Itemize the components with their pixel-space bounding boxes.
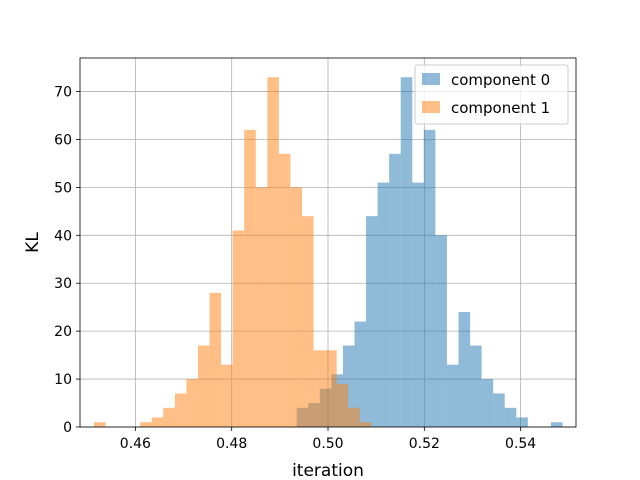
x-tick-label: 0.50 (312, 436, 343, 452)
x-tick-label: 0.46 (120, 436, 151, 452)
y-tick-label: 40 (54, 228, 72, 244)
histogram-bar-component-0 (493, 393, 505, 427)
histogram-bar-component-0 (470, 345, 482, 427)
histogram-bar-component-1 (313, 350, 326, 427)
histogram-bars (93, 77, 563, 428)
legend-box (414, 64, 569, 125)
histogram-bar-component-0 (446, 364, 459, 427)
histogram-bar-component-0 (435, 235, 447, 427)
axis-ticks: 0.46 0.48 0.50 0.52 0.54 0 10 20 30 40 50 60 70 (54, 85, 536, 452)
histogram-bar-component-1 (174, 393, 187, 427)
histogram-bar-component-1 (186, 379, 198, 427)
x-tick-label: 0.54 (505, 436, 536, 452)
histogram-bar-component-1 (151, 417, 164, 427)
y-tick-label: 30 (54, 276, 72, 292)
histogram-bar-component-1 (221, 364, 233, 427)
histogram-bar-component-0 (458, 311, 471, 427)
histogram-bar-component-0 (481, 379, 494, 427)
histogram-bar-component-1 (244, 129, 256, 427)
legend: component 0 component 1 (414, 64, 569, 125)
x-axis-label: iteration (292, 461, 364, 480)
histogram-bar-component-1 (93, 422, 106, 427)
histogram-bar-component-1 (336, 383, 349, 427)
histogram-bar-component-1 (140, 422, 152, 427)
histogram-bar-component-1 (359, 422, 372, 427)
y-tick-label: 70 (54, 85, 72, 101)
y-tick-label: 0 (63, 420, 72, 436)
histogram-bar-component-1 (301, 216, 314, 427)
histogram-bar-component-1 (278, 153, 291, 427)
histogram-bar-component-0 (423, 129, 436, 427)
legend-label-component-0: component 0 (451, 71, 550, 89)
y-tick-label: 10 (54, 372, 72, 388)
histogram-bar-component-1 (290, 187, 302, 427)
legend-swatch-component-0 (422, 73, 440, 85)
histogram-bar-component-0 (342, 345, 355, 427)
histogram-bar-component-0 (366, 216, 378, 427)
legend-swatch-component-1 (422, 101, 440, 113)
histogram-bar-component-1 (163, 407, 175, 427)
x-tick-label: 0.52 (409, 436, 440, 452)
histogram-bar-component-0 (504, 407, 517, 427)
histogram-bar-component-1 (232, 230, 245, 427)
histogram-bar-component-1 (209, 292, 222, 427)
legend-label-component-1: component 1 (451, 99, 550, 117)
y-tick-label: 60 (54, 132, 72, 148)
histogram-bar-component-0 (377, 182, 390, 427)
y-tick-label: 20 (54, 324, 72, 340)
histogram-bar-component-1 (255, 187, 268, 427)
histogram-bar-component-0 (389, 153, 401, 427)
x-tick-label: 0.48 (216, 436, 247, 452)
histogram-bar-component-0 (550, 422, 563, 427)
histogram-bar-component-1 (197, 345, 210, 427)
y-tick-label: 50 (54, 180, 72, 196)
histogram-bar-component-1 (325, 350, 337, 427)
histogram-bar-component-0 (354, 321, 367, 427)
histogram-bar-component-1 (267, 77, 279, 428)
histogram-bar-component-0 (516, 417, 528, 427)
histogram-bar-component-0 (412, 182, 424, 427)
y-axis-label: KL (23, 232, 43, 253)
histogram-bar-component-1 (348, 407, 360, 427)
histogram-bar-component-0 (400, 77, 413, 428)
